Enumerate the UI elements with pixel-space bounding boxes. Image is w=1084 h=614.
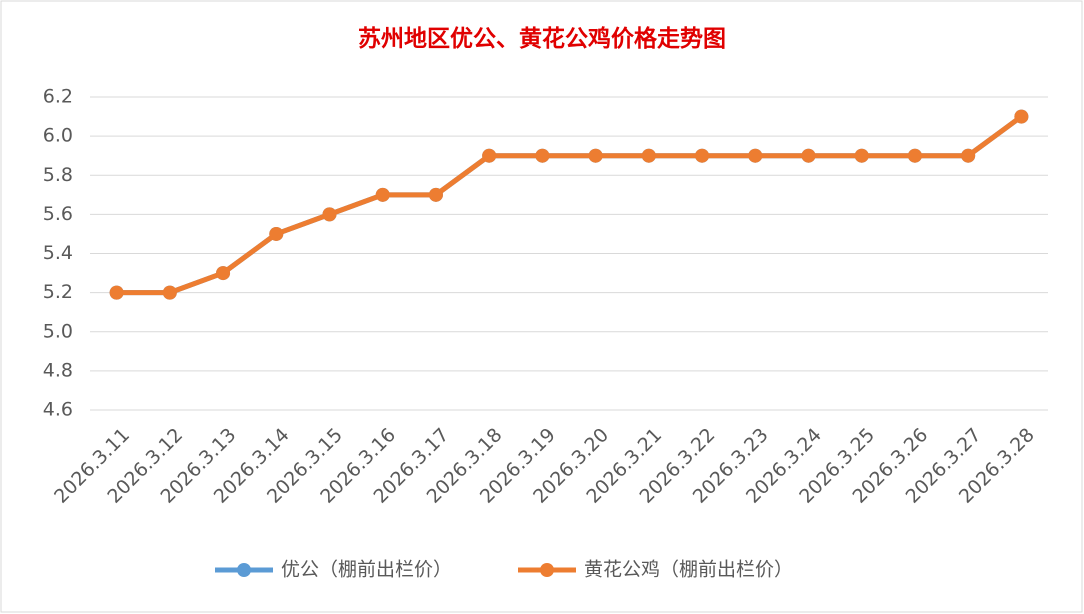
series-line bbox=[116, 114, 1023, 296]
y-tick-label: 5.0 bbox=[43, 320, 73, 342]
data-point bbox=[961, 148, 976, 163]
y-tick-label: 5.2 bbox=[43, 281, 73, 303]
data-point bbox=[641, 148, 656, 163]
y-tick-label: 5.4 bbox=[43, 242, 73, 264]
y-tick-label: 5.8 bbox=[43, 164, 73, 186]
y-tick-label: 4.8 bbox=[43, 359, 73, 381]
data-point bbox=[375, 187, 390, 202]
y-tick-label: 6.0 bbox=[43, 125, 73, 147]
data-point bbox=[482, 148, 497, 163]
data-point bbox=[588, 148, 603, 163]
data-point bbox=[748, 148, 763, 163]
legend-marker bbox=[540, 563, 554, 577]
y-tick-label: 5.6 bbox=[43, 203, 73, 225]
data-point bbox=[322, 207, 337, 222]
y-tick-label: 4.6 bbox=[43, 399, 73, 421]
data-point bbox=[695, 148, 710, 163]
legend-label: 黄花公鸡（棚前出栏价） bbox=[584, 559, 793, 581]
chart-title: 苏州地区优公、黄花公鸡价格走势图 bbox=[358, 25, 726, 52]
y-tick-label: 6.2 bbox=[43, 86, 73, 108]
data-point bbox=[109, 285, 124, 300]
data-point bbox=[854, 148, 869, 163]
data-point bbox=[428, 187, 443, 202]
data-point bbox=[162, 285, 177, 300]
data-point bbox=[535, 148, 550, 163]
legend-marker bbox=[237, 563, 251, 577]
data-point bbox=[1014, 109, 1029, 124]
legend-label: 优公（棚前出栏价） bbox=[281, 559, 452, 581]
data-point bbox=[216, 266, 231, 281]
data-point bbox=[269, 226, 284, 241]
data-point bbox=[801, 148, 816, 163]
data-point bbox=[907, 148, 922, 163]
